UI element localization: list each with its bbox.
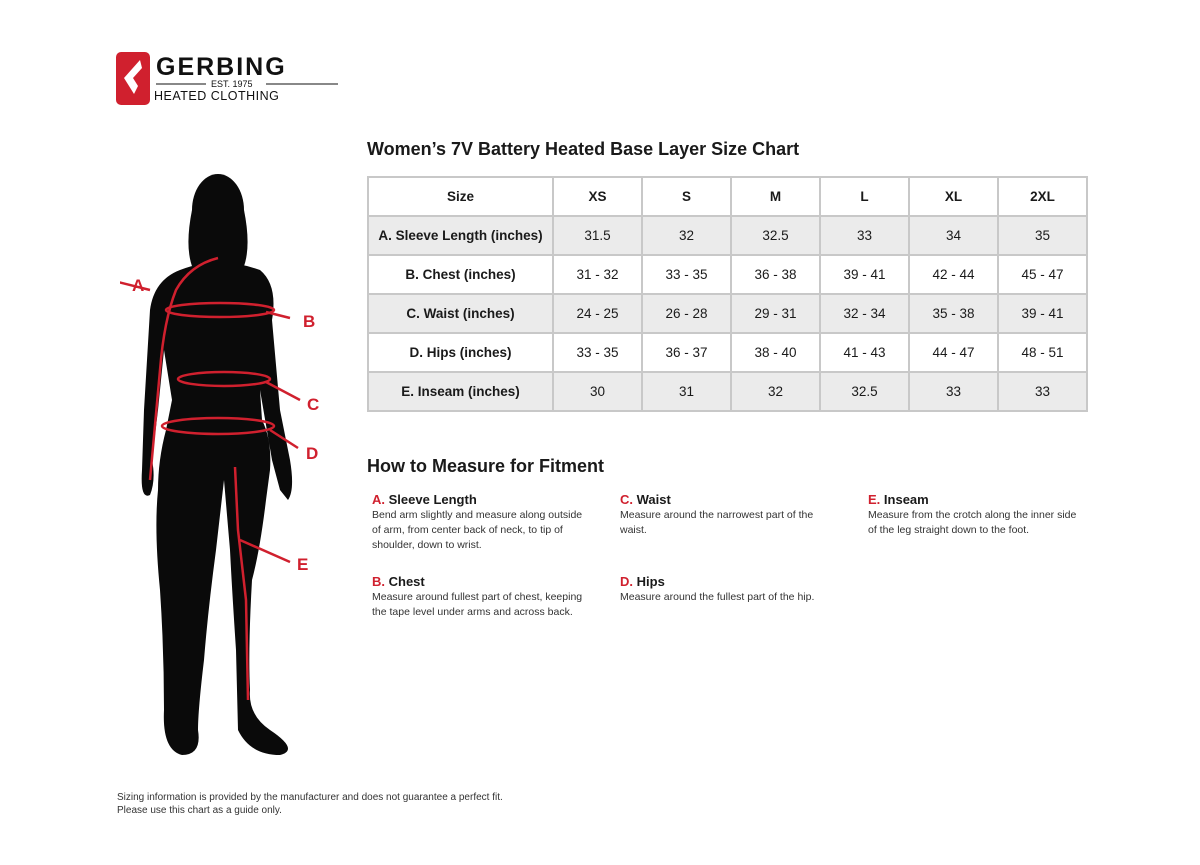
table-cell: 34 xyxy=(908,215,999,256)
measure-name: Waist xyxy=(636,492,671,507)
measure-name: Inseam xyxy=(883,492,929,507)
table-cell: 33 xyxy=(819,215,910,256)
measure-item: C. Waist Measure around the narrowest par… xyxy=(620,492,840,538)
table-cell: 33 xyxy=(908,371,999,412)
table-cell: 24 - 25 xyxy=(552,293,643,334)
table-cell: 32 xyxy=(641,215,732,256)
table-cell: 39 - 41 xyxy=(819,254,910,295)
table-row: A. Sleeve Length (inches) 31.5 32 32.5 33 34 3… xyxy=(367,215,1088,256)
table-cell: 32.5 xyxy=(730,215,821,256)
table-cell: 35 xyxy=(997,215,1088,256)
svg-text:EST. 1975: EST. 1975 xyxy=(211,79,253,89)
table-row: B. Chest (inches) 31 - 32 33 - 35 36 - 38 39… xyxy=(367,254,1088,295)
figure-label-e: E xyxy=(297,555,308,574)
table-cell: 32 xyxy=(730,371,821,412)
table-cell: 38 - 40 xyxy=(730,332,821,373)
measure-item: A. Sleeve Length Bend arm slightly and me… xyxy=(372,492,592,553)
table-cell: 31 - 32 xyxy=(552,254,643,295)
row-label: B. Chest (inches) xyxy=(367,254,554,295)
figure-label-c: C xyxy=(307,395,319,414)
measure-item-title: E. Inseam xyxy=(868,492,1088,508)
header-2xl: 2XL xyxy=(997,176,1088,217)
table-cell: 39 - 41 xyxy=(997,293,1088,334)
header-xl: XL xyxy=(908,176,999,217)
header-xs: XS xyxy=(552,176,643,217)
table-cell: 44 - 47 xyxy=(908,332,999,373)
page-title: Women’s 7V Battery Heated Base Layer Siz… xyxy=(367,139,800,159)
row-label: E. Inseam (inches) xyxy=(367,371,554,412)
disclaimer-line-1: Sizing information is provided by the ma… xyxy=(117,792,503,803)
figure-label-d: D xyxy=(306,444,318,463)
table-cell: 41 - 43 xyxy=(819,332,910,373)
table-cell: 42 - 44 xyxy=(908,254,999,295)
measure-text: Bend arm slightly and measure along outs… xyxy=(372,509,583,551)
table-cell: 48 - 51 xyxy=(997,332,1088,373)
table-cell: 33 - 35 xyxy=(552,332,643,373)
measure-name: Sleeve Length xyxy=(388,492,477,507)
measure-letter: A. xyxy=(372,492,385,507)
disclaimer: Sizing information is provided by the ma… xyxy=(117,791,503,817)
measure-text: Measure from the crotch along the inner … xyxy=(868,509,1077,536)
figure-label-b: B xyxy=(303,312,315,331)
measure-item: B. Chest Measure around fullest part of c… xyxy=(372,574,592,620)
header-m: M xyxy=(730,176,821,217)
body-silhouette-figure: A B C D E xyxy=(120,174,319,755)
disclaimer-line-2: Please use this chart as a guide only. xyxy=(117,805,282,816)
how-to-measure-heading: How to Measure for Fitment xyxy=(367,456,605,476)
measure-item: E. Inseam Measure from the crotch along t… xyxy=(868,492,1088,538)
table-row: D. Hips (inches) 33 - 35 36 - 37 38 - 40 41 … xyxy=(367,332,1088,373)
measure-letter: C. xyxy=(620,492,633,507)
measure-name: Chest xyxy=(388,574,425,589)
table-cell: 29 - 31 xyxy=(730,293,821,334)
table-cell: 36 - 38 xyxy=(730,254,821,295)
row-label: A. Sleeve Length (inches) xyxy=(367,215,554,256)
row-label: D. Hips (inches) xyxy=(367,332,554,373)
table-header-row: Size XS S M L XL 2XL xyxy=(367,176,1088,217)
svg-text:HEATED CLOTHING: HEATED CLOTHING xyxy=(154,89,279,103)
table-row: C. Waist (inches) 24 - 25 26 - 28 29 - 31 32… xyxy=(367,293,1088,334)
header-size: Size xyxy=(367,176,554,217)
measure-text: Measure around the narrowest part of the… xyxy=(620,509,814,536)
table-cell: 31.5 xyxy=(552,215,643,256)
table-cell: 26 - 28 xyxy=(641,293,732,334)
measure-text: Measure around fullest part of chest, ke… xyxy=(372,591,583,618)
size-chart-table: Size XS S M L XL 2XL A. Sleeve Length (i… xyxy=(367,176,1088,412)
measure-item: D. Hips Measure around the fullest part o… xyxy=(620,574,840,605)
table-cell: 35 - 38 xyxy=(908,293,999,334)
table-cell: 33 xyxy=(997,371,1088,412)
measure-name: Hips xyxy=(636,574,665,589)
measure-item-title: C. Waist xyxy=(620,492,840,508)
table-cell: 31 xyxy=(641,371,732,412)
table-cell: 30 xyxy=(552,371,643,412)
table-row: E. Inseam (inches) 30 31 32 32.5 33 33 xyxy=(367,371,1088,412)
measure-letter: B. xyxy=(372,574,385,589)
measure-letter: E. xyxy=(868,492,881,507)
measure-item-title: D. Hips xyxy=(620,574,840,590)
table-cell: 45 - 47 xyxy=(997,254,1088,295)
row-label: C. Waist (inches) xyxy=(367,293,554,334)
table-cell: 33 - 35 xyxy=(641,254,732,295)
figure-label-a: A xyxy=(132,276,144,295)
measure-letter: D. xyxy=(620,574,633,589)
gerbing-logo: GERBING EST. 1975 HEATED CLOTHING xyxy=(116,52,338,105)
table-cell: 32.5 xyxy=(819,371,910,412)
measure-text: Measure around the fullest part of the h… xyxy=(620,591,815,603)
header-s: S xyxy=(641,176,732,217)
table-cell: 36 - 37 xyxy=(641,332,732,373)
measure-item-title: B. Chest xyxy=(372,574,592,590)
header-l: L xyxy=(819,176,910,217)
table-cell: 32 - 34 xyxy=(819,293,910,334)
measure-item-title: A. Sleeve Length xyxy=(372,492,592,508)
svg-text:GERBING: GERBING xyxy=(156,53,287,81)
